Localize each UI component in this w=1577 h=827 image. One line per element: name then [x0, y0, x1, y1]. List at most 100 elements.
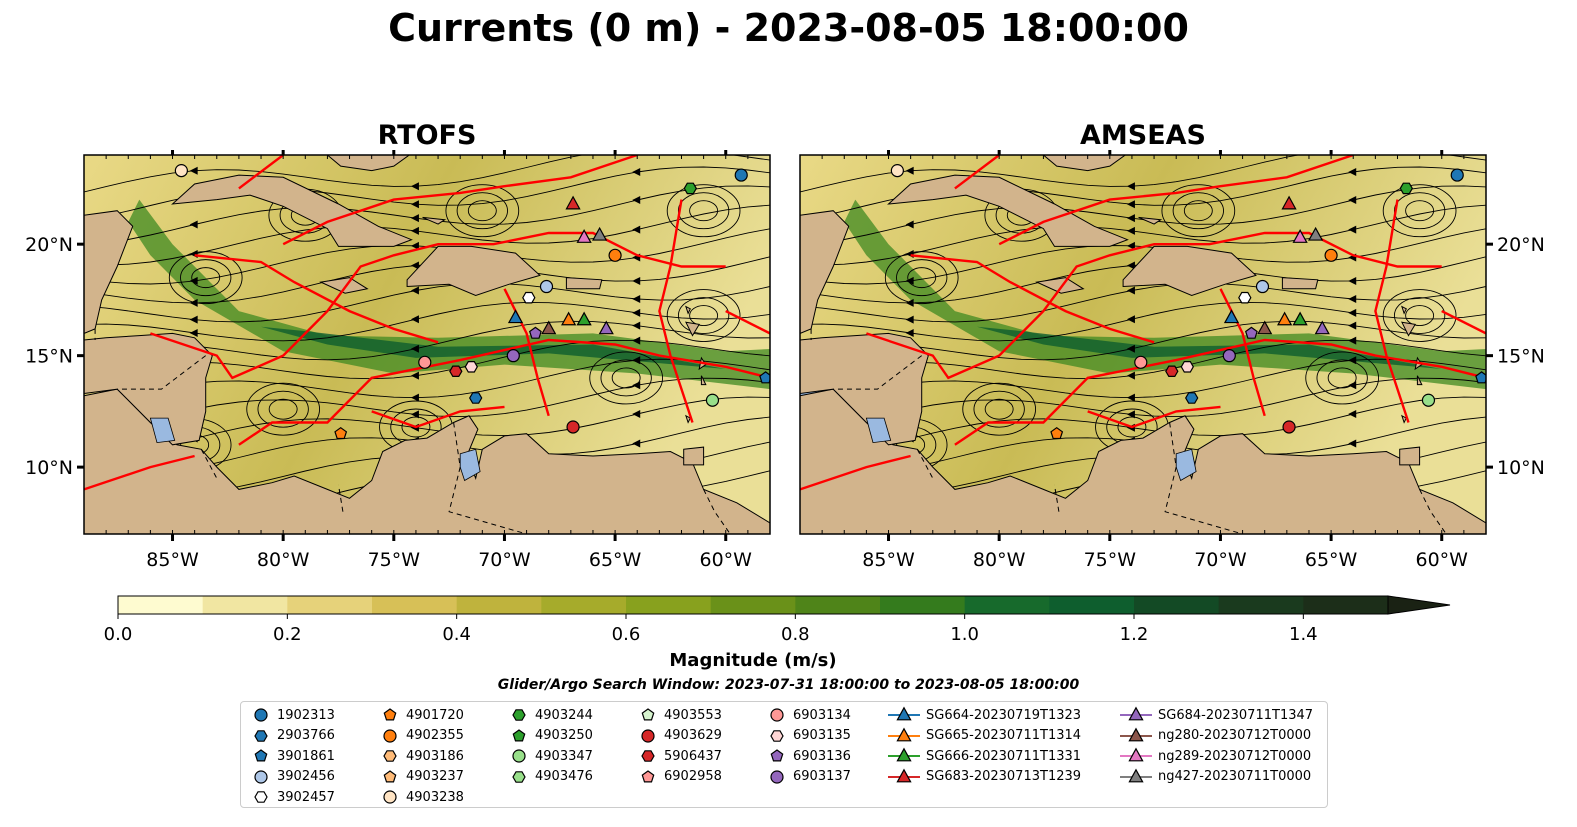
legend-item: 4903629	[636, 726, 722, 746]
eez-boundary	[1374, 199, 1410, 423]
legend-marker	[254, 729, 268, 742]
streamline-arrow	[410, 393, 419, 402]
pentagon-marker-icon	[512, 728, 526, 741]
hexagon-marker-icon	[254, 729, 268, 742]
lake	[149, 417, 176, 444]
eddy-streamline	[896, 259, 948, 297]
streamline-arrow	[1126, 410, 1135, 419]
hexagon-marker-icon	[641, 750, 655, 762]
legend-label: 4901720	[406, 707, 464, 723]
colorbar-frame	[117, 595, 1389, 615]
eez-boundary	[1441, 310, 1486, 335]
platform-marker	[469, 392, 483, 404]
colorbar-tick-label: 0.8	[781, 624, 810, 645]
legend-marker	[1128, 768, 1144, 782]
platform-marker	[1324, 248, 1338, 262]
eez-boundary	[954, 155, 1000, 190]
legend-marker	[254, 791, 268, 803]
platform-marker	[608, 248, 622, 262]
land	[1122, 245, 1257, 297]
legend-marker	[1128, 727, 1144, 741]
legend-label: 4903347	[535, 748, 593, 764]
triangle-marker-icon	[888, 727, 920, 741]
legend-label: SG664-20230719T1323	[926, 707, 1082, 723]
colorbar-segment	[1303, 596, 1389, 614]
platform-marker	[1282, 420, 1296, 434]
streamline-arrow	[410, 344, 419, 353]
platform-marker	[1450, 168, 1464, 182]
eddy-streamline	[1316, 359, 1368, 397]
country-border	[200, 449, 218, 479]
lon-tick-label: 65°W	[589, 549, 642, 571]
map-panel-rtofs	[84, 155, 770, 534]
eddy-streamline	[191, 267, 221, 289]
pentagon-marker-icon	[641, 708, 655, 721]
legend-marker	[383, 790, 397, 804]
legend-item: 4903250	[507, 726, 593, 746]
legend-label: SG683-20230713T1239	[926, 769, 1082, 784]
legend-marker	[896, 706, 912, 721]
streamline-arrow	[189, 276, 198, 285]
country-border	[916, 449, 934, 479]
land	[406, 245, 541, 297]
streamline-arrow	[410, 315, 419, 324]
streamline-arrow	[1126, 241, 1135, 250]
country-border	[117, 355, 207, 390]
streamline	[84, 155, 770, 193]
legend-label: 6902958	[664, 769, 722, 784]
legend-marker	[770, 769, 784, 784]
streamline-arrow	[905, 220, 914, 229]
platform-marker	[539, 279, 554, 294]
streamline-arrow	[632, 336, 641, 345]
eddy-streamline	[666, 289, 741, 342]
legend: 1902313 2903766 3901861 3902456 3902457 49017…	[240, 701, 1328, 808]
streamline-arrow	[905, 166, 914, 175]
lon-tick-label: 60°W	[1416, 549, 1469, 571]
country-border	[448, 422, 527, 534]
eez-boundary	[910, 254, 1155, 344]
legend-label: 6903134	[793, 707, 851, 723]
colorbar-tick-label: 0.4	[442, 624, 471, 645]
lon-tick-label: 70°W	[1194, 549, 1247, 571]
colorbar-segment	[1134, 596, 1220, 614]
eddy-streamline	[1172, 192, 1224, 230]
streamline	[800, 204, 1486, 266]
legend-label: 3901861	[277, 748, 335, 764]
colorbar-tick-label: 0.2	[273, 624, 302, 645]
lat-tick-label: 10°N	[1497, 457, 1545, 479]
eez-boundary	[800, 454, 911, 491]
land	[84, 155, 134, 334]
eddy-streamline	[666, 184, 741, 238]
legend-label: 4903250	[535, 728, 593, 743]
platform-marker	[566, 420, 580, 434]
pentagon-marker-icon	[383, 708, 397, 721]
platform-marker	[705, 393, 720, 407]
streamline-arrow	[410, 371, 419, 380]
streamline-arrow	[1348, 308, 1357, 317]
pentagon-marker-icon	[641, 769, 655, 782]
eddy-streamline	[1393, 297, 1446, 334]
colorbar-segment	[880, 596, 966, 614]
legend-marker	[254, 708, 268, 722]
land	[1401, 321, 1417, 337]
platform-marker	[449, 365, 463, 377]
land	[326, 155, 411, 172]
platform-marker	[1222, 349, 1236, 363]
legend-label: 3902457	[277, 789, 335, 805]
legend-label: SG684-20230711T1347	[1158, 707, 1314, 723]
streamline-arrow	[1348, 225, 1357, 234]
streamline-arrow	[632, 195, 641, 204]
map-frame	[83, 154, 771, 535]
legend-marker	[512, 749, 526, 763]
land	[685, 321, 701, 337]
current-jet	[261, 326, 726, 369]
streamline-arrow	[1126, 286, 1135, 295]
circle-marker-icon	[770, 769, 784, 784]
legend-item: 4903244	[507, 705, 593, 725]
streamline-arrow	[1348, 321, 1357, 330]
legend-item: 4903238	[378, 787, 464, 807]
streamline-arrow	[1348, 144, 1356, 152]
land	[565, 277, 603, 290]
platform-marker	[890, 164, 904, 178]
legend-item: 4902355	[378, 726, 464, 746]
